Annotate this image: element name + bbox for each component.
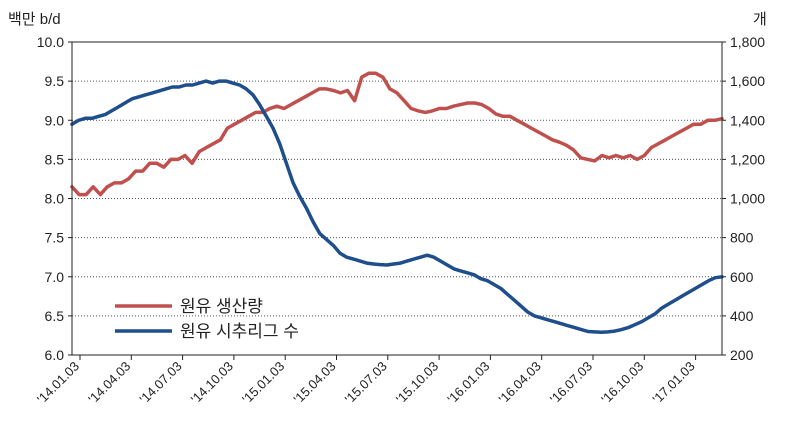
x-tick-label: '14.01.03 bbox=[34, 359, 82, 407]
x-axis-ticks: '14.01.03'14.04.03'14.07.03'14.10.03'15.… bbox=[34, 355, 698, 407]
plot-frame bbox=[71, 41, 723, 356]
right-axis-label: 개 bbox=[753, 11, 767, 28]
left-tick-label: 8.0 bbox=[45, 191, 65, 207]
series-line-production bbox=[70, 71, 724, 197]
grid bbox=[72, 80, 722, 317]
right-tick-label: 1,000 bbox=[730, 191, 765, 207]
left-tick-label: 10.0 bbox=[37, 34, 64, 50]
series-lines bbox=[70, 71, 724, 335]
left-tick-label: 9.0 bbox=[45, 112, 65, 128]
x-tick-label: '17.01.03 bbox=[650, 359, 698, 407]
x-tick-label: '14.10.03 bbox=[188, 359, 236, 407]
right-tick-label: 800 bbox=[730, 230, 754, 246]
legend-label-rigs: 원유 시추리그 수 bbox=[180, 322, 299, 341]
left-tick-label: 6.5 bbox=[45, 308, 65, 324]
right-tick-label: 1,600 bbox=[730, 73, 765, 89]
right-axis-ticks: 200 400 600 800 1,000 1,200 1,400 1,600 1,800 bbox=[722, 34, 765, 363]
x-tick-label: '15.10.03 bbox=[393, 359, 441, 407]
x-tick-label: '14.07.03 bbox=[137, 359, 185, 407]
left-tick-label: 8.5 bbox=[45, 151, 65, 167]
legend-label-production: 원유 생산량 bbox=[180, 297, 263, 316]
series-line-rigs bbox=[70, 79, 724, 335]
left-tick-label: 7.0 bbox=[45, 269, 65, 285]
x-tick-label: '16.01.03 bbox=[444, 359, 492, 407]
left-tick-label: 9.5 bbox=[45, 73, 65, 89]
x-tick-label: '15.07.03 bbox=[342, 359, 390, 407]
left-tick-label: 7.5 bbox=[45, 230, 65, 246]
x-tick-label: '16.04.03 bbox=[496, 359, 544, 407]
right-tick-label: 400 bbox=[730, 308, 754, 324]
x-tick-label: '15.01.03 bbox=[239, 359, 287, 407]
x-tick-label: '14.04.03 bbox=[85, 359, 133, 407]
x-tick-label: '16.10.03 bbox=[598, 359, 646, 407]
x-tick-label: '15.04.03 bbox=[290, 359, 338, 407]
right-tick-label: 1,200 bbox=[730, 151, 765, 167]
left-tick-label: 6.0 bbox=[45, 347, 65, 363]
left-axis-ticks: 6.0 6.5 7.0 7.5 8.0 8.5 9.0 9.5 10.0 bbox=[37, 34, 72, 363]
right-tick-label: 1,400 bbox=[730, 112, 765, 128]
right-tick-label: 1,800 bbox=[730, 34, 765, 50]
right-tick-label: 600 bbox=[730, 269, 754, 285]
x-tick-label: '16.07.03 bbox=[547, 359, 595, 407]
legend: 원유 생산량 원유 시추리그 수 bbox=[115, 297, 299, 341]
right-tick-label: 200 bbox=[730, 347, 754, 363]
left-axis-label: 백만 b/d bbox=[8, 11, 61, 28]
